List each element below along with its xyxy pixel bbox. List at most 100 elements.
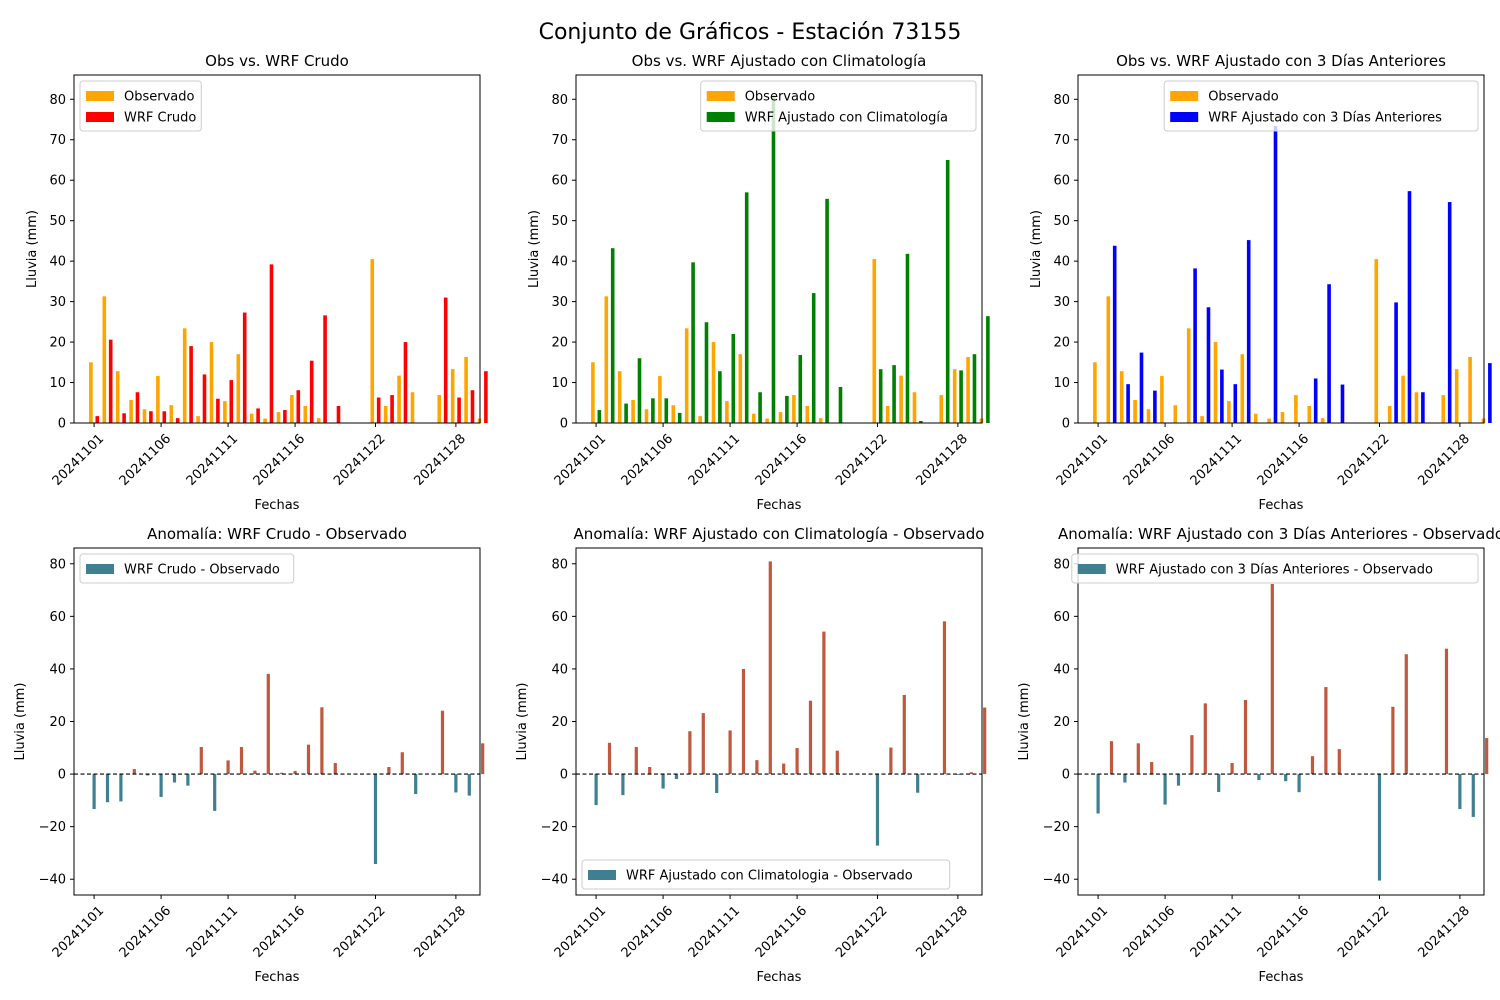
legend: Observado WRF Ajustado con 3 Días Anterio… [1163,80,1479,132]
bar-anomaly-negative-20241123 [387,766,391,775]
bar-anomaly-negative-20241116 [795,748,799,775]
bar-wrf-clim-20241110 [718,371,722,423]
bar-anomaly-negative-20241122 [373,774,378,864]
bar-wrf-crudo-20241122 [376,397,381,423]
bar-anomaly-negative-20241118 [320,707,324,775]
bar-observed-20241108 [182,328,187,423]
bar-observed-20241124 [1401,375,1405,423]
y-tick-label: 30 [1053,295,1070,310]
bar-wrf-crudo-20241109 [202,374,207,423]
legend-label: WRF Crudo [124,111,196,126]
bar-wrf-crudo-20241108 [189,346,193,423]
bar-observed-20241115 [778,412,783,423]
bar-wrf-3d-20241123 [1394,302,1398,423]
y-tick-label: −40 [541,873,568,888]
bar-wrf-crudo-20241101 [95,416,100,423]
y-tick-label: 0 [560,417,568,432]
bar-anomaly-negative-20241110 [213,774,217,811]
legend-label: WRF Crudo - Observado [124,563,280,578]
bar-anomaly-negative-20241109 [199,746,203,775]
bar-anomaly-negative-20241113 [755,760,759,775]
bar-anomaly-negative-20241118 [1324,687,1328,775]
bar-wrf-3d-20241103 [1126,384,1130,423]
bar-observed-20241116 [792,395,796,423]
x-axis-label: Fechas [255,498,300,513]
bar-observed-20241102 [102,296,107,423]
bar-anomaly-negative-20241106 [1163,774,1167,805]
bar-anomaly-negative-20241115 [280,772,284,775]
legend-box [1071,553,1479,584]
bar-anomaly-negative-20241110 [1217,774,1221,792]
bar-wrf-clim-20241104 [637,358,642,423]
bar-wrf-crudo-20241107 [175,418,180,423]
bar-anomaly-negative-20241113 [1257,774,1261,781]
bar-anomaly-negative-20241119 [835,750,839,775]
bar-wrf-3d-20241112 [1246,240,1251,423]
bar-wrf-3d-20241109 [1206,307,1211,423]
bar-anomaly-negative-20241124 [902,694,906,775]
bar-observed-20241106 [156,376,160,423]
bar-observed-20241102 [1106,296,1111,423]
bar-wrf-crudo-20241102 [108,339,113,423]
bar-anomaly-negative-20241129 [1471,774,1475,817]
bar-observed-20241108 [1186,328,1191,423]
bar-observed-20241125 [1414,392,1419,423]
bar-wrf-crudo-20241123 [390,395,394,423]
bar-wrf-3d-20241130 [1488,363,1492,423]
bar-anomaly-negative-20241104 [634,746,638,775]
bar-wrf-3d-20241104 [1139,352,1144,423]
bar-observed-20241124 [397,375,401,423]
bar-observed-20241107 [671,405,676,423]
bar-observed-20241103 [1119,371,1124,423]
bar-observed-20241111 [725,401,729,423]
bar-anomaly-negative-20241129 [969,772,973,775]
legend-label: WRF Ajustado con Climatologia - Observad… [626,869,913,884]
y-tick-label: 80 [49,557,66,572]
bar-wrf-3d-20241111 [1233,384,1238,423]
axes-frame [575,74,983,424]
bar-wrf-clim-20241122 [878,369,883,423]
y-tick-label: 80 [1053,557,1070,572]
y-tick-label: 50 [49,214,66,229]
y-tick-label: 50 [551,214,568,229]
legend-swatch [706,91,735,101]
bar-anomaly-negative-20241103 [621,774,625,796]
bar-anomaly-negative-20241119 [333,763,337,775]
bar-observed-20241102 [604,296,609,423]
bar-observed-20241118 [1320,418,1325,423]
bar-anomaly-negative-20241105 [146,774,150,776]
y-axis-label: Lluvia (mm) [527,210,542,288]
x-axis-label: Fechas [255,970,300,985]
x-axis-label: Fechas [757,498,802,513]
bar-observed-20241123 [1387,406,1392,423]
bar-observed-20241107 [1173,405,1178,423]
y-tick-label: 80 [1053,93,1070,108]
y-tick-label: 60 [1053,610,1070,625]
y-tick-label: −20 [1043,820,1070,835]
bar-observed-20241103 [617,371,622,423]
bar-wrf-3d-20241110 [1220,369,1224,423]
y-tick-label: 60 [551,610,568,625]
y-tick-label: 40 [551,662,568,677]
bar-wrf-clim-20241124 [905,253,910,423]
y-tick-label: 70 [1053,133,1070,148]
bar-wrf-clim-20241128 [959,370,963,423]
bar-observed-20241122 [1374,259,1379,423]
bar-wrf-crudo-20241118 [323,315,327,423]
bar-anomaly-negative-20241130 [1485,738,1489,775]
bar-anomaly-negative-20241104 [1136,743,1140,775]
bar-observed-20241106 [658,376,662,423]
bar-observed-20241122 [370,259,375,423]
bar-wrf-clim-20241119 [838,386,843,423]
bar-observed-20241112 [738,354,743,423]
x-axis-label: Fechas [1259,498,1304,513]
bar-wrf-3d-20241117 [1313,378,1318,423]
bar-wrf-clim-20241105 [651,398,655,423]
bar-wrf-clim-20241125 [919,420,923,423]
bar-anomaly-negative-20241103 [119,774,123,802]
bar-anomaly-negative-20241114 [1270,584,1274,775]
bar-observed-20241109 [1200,416,1204,423]
y-tick-label: 10 [551,376,568,391]
